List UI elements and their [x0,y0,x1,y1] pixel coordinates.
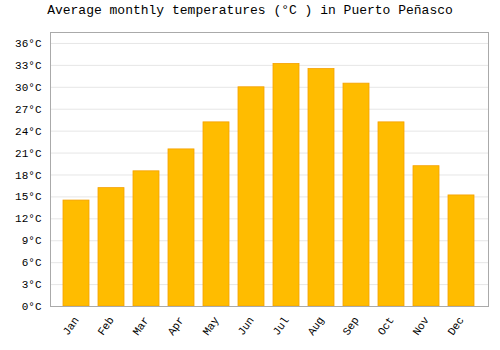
svg-text:21°C: 21°C [15,148,42,160]
svg-text:Jul: Jul [271,315,292,338]
svg-text:Oct: Oct [376,315,397,338]
svg-text:0°C: 0°C [22,301,42,313]
svg-text:30°C: 30°C [15,82,42,94]
svg-text:18°C: 18°C [15,170,42,182]
svg-text:Apr: Apr [166,315,187,338]
svg-text:24°C: 24°C [15,126,42,138]
svg-text:Sep: Sep [341,315,362,338]
svg-text:6°C: 6°C [22,257,42,269]
svg-text:36°C: 36°C [15,38,42,50]
svg-text:Aug: Aug [306,315,327,338]
svg-text:9°C: 9°C [22,235,42,247]
svg-text:3°C: 3°C [22,279,42,291]
html-text:Average monthly temperatures (: Average monthly temperatures (°C ) in Pu… [47,3,453,18]
svg-text:12°C: 12°C [15,213,42,225]
svg-text:Jan: Jan [61,315,82,338]
svg-text:Nov: Nov [411,314,432,337]
svg-text:Dec: Dec [446,315,467,338]
svg-text:15°C: 15°C [15,191,42,203]
svg-text:May: May [201,314,222,337]
svg-text:Mar: Mar [131,315,152,338]
svg-text:Feb: Feb [96,315,117,338]
svg-text:27°C: 27°C [15,104,42,116]
svg-text:33°C: 33°C [15,60,42,72]
svg-text:Jun: Jun [236,315,257,338]
